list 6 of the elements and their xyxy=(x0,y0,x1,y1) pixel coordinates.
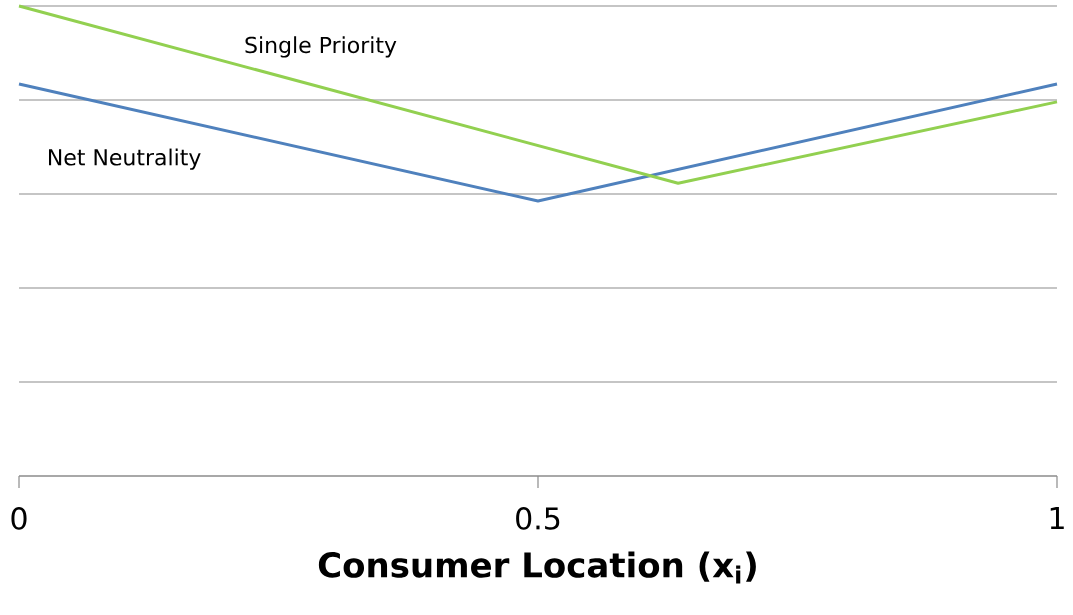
text: Consumer Location (x$_{i}$) xyxy=(318,551,756,584)
x-tick-label: 0 xyxy=(11,507,27,530)
x-tick-label: 1 xyxy=(1050,507,1064,529)
series-label: Single Priority xyxy=(245,36,397,58)
series-label: Net Neutrality xyxy=(49,148,201,170)
x-tick-label: 0.5 xyxy=(516,507,560,530)
